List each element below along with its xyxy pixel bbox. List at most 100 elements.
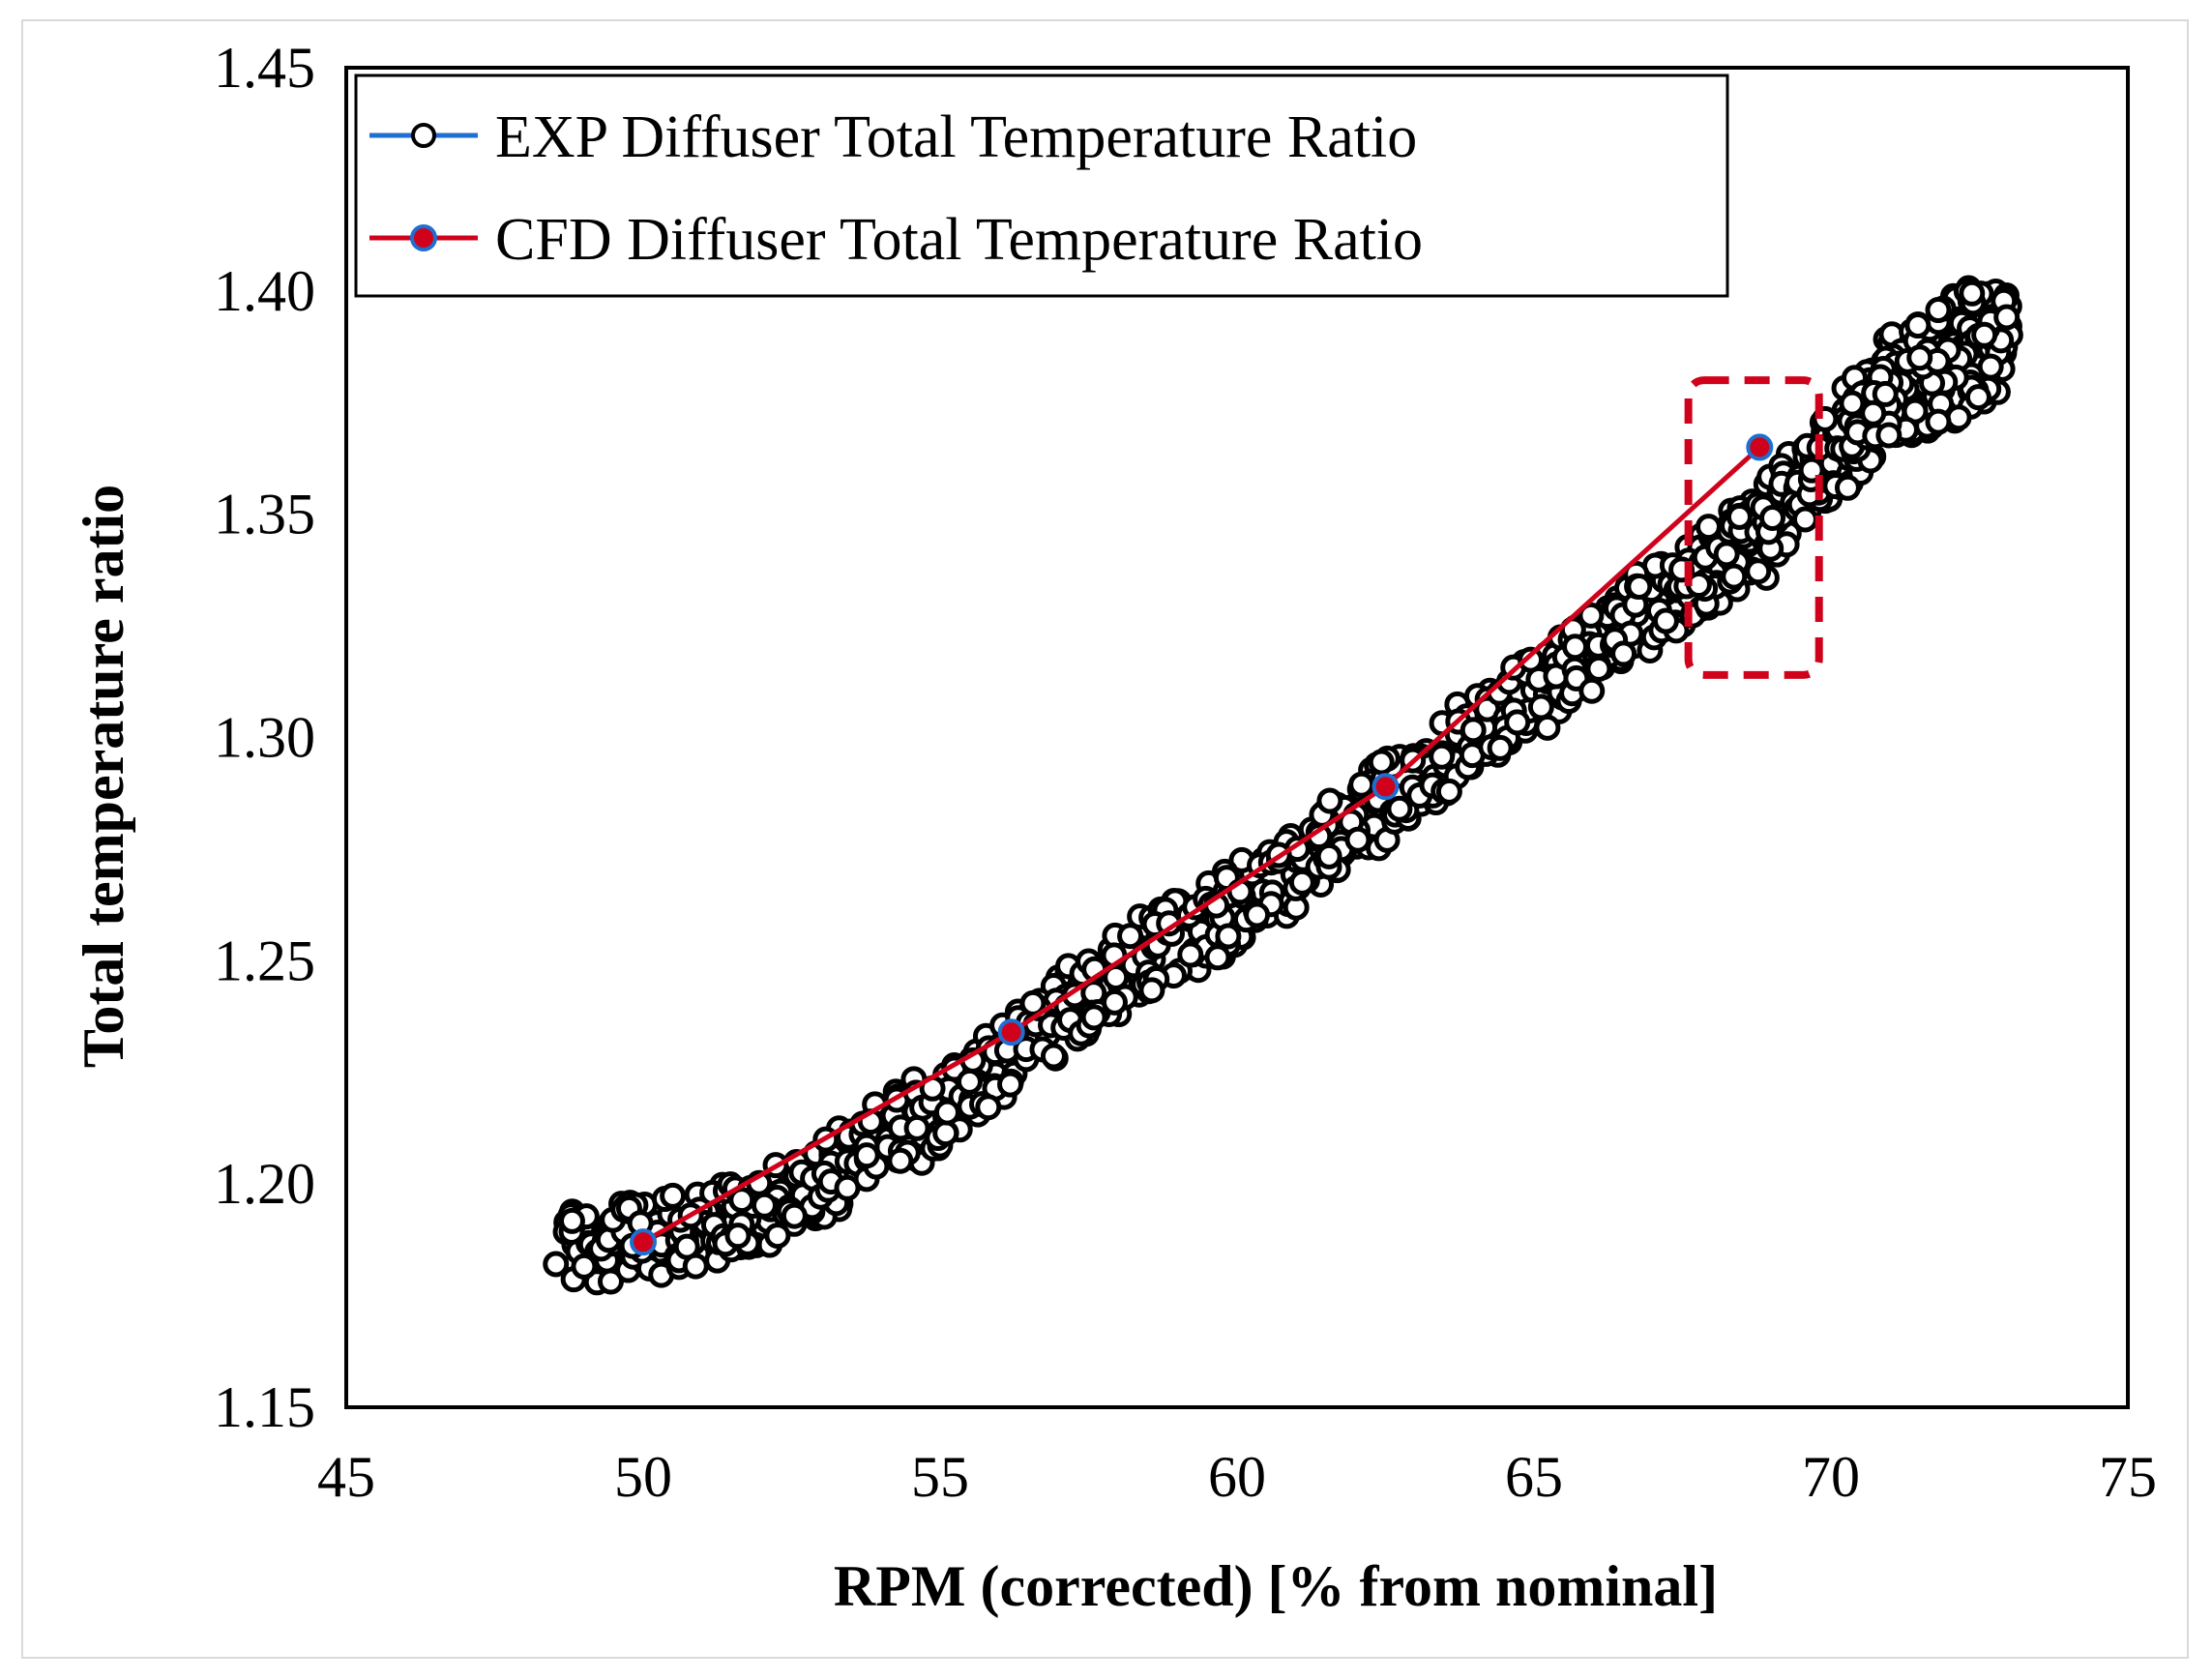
y-tick-label: 1.25 [214,928,315,992]
exp-data-point [1721,563,1748,590]
legend-exp-marker [411,123,436,148]
exp-data-point [1316,787,1343,814]
exp-data-point [1534,714,1561,741]
exp-data-point [1386,795,1413,822]
exp-data-point [1925,408,1952,435]
exp-data-point [1117,923,1144,950]
exp-data-point [1138,977,1165,1004]
exp-data-point [1578,677,1606,704]
exp-data-point [1610,640,1637,667]
exp-data-point [1562,634,1589,661]
exp-data-point [1177,941,1204,968]
exp-data-point [660,1182,687,1209]
legend: EXP Diffuser Total Temperature Ratio CFD… [354,74,1729,298]
exp-data-point [724,1223,752,1250]
exp-data-point [1971,321,1998,348]
exp-data-point [1103,964,1130,991]
exp-data-point [1527,693,1554,721]
x-tick-label: 70 [1802,1445,1860,1509]
exp-data-point [834,1174,861,1201]
cfd-line [641,445,1761,1245]
exp-data-point [933,1099,960,1126]
x-tick-label: 50 [614,1445,672,1509]
exp-data-point [956,1068,983,1095]
y-axis-ticks: 1.15 1.20 1.25 1.30 1.35 1.40 1.45 [214,36,315,1439]
exp-data-point [1860,399,1887,427]
exp-data-point [1904,312,1932,339]
annotation-layer [1684,376,1823,679]
exp-data-point [1578,602,1605,629]
legend-exp-label: EXP Diffuser Total Temperature Ratio [495,104,1417,170]
legend-cfd-marker [410,224,437,251]
exp-data-point [1906,344,1933,371]
exp-scatter-series [543,275,2023,1296]
exp-data-point [1725,503,1753,530]
legend-box [354,74,1729,298]
exp-data-point [1626,574,1653,601]
y-tick-label: 1.20 [214,1152,315,1216]
exp-data-point [1019,989,1047,1017]
exp-data-point [1244,901,1271,928]
y-tick-label: 1.30 [214,706,315,770]
exp-data-point [1652,607,1679,634]
exp-data-point [1713,541,1740,568]
exp-data-point [1839,390,1866,417]
exp-data-point [1585,655,1612,682]
exp-data-point [1696,514,1723,541]
exp-data-point [1518,646,1545,673]
x-tick-label: 60 [1208,1445,1266,1509]
exp-data-point [1429,743,1456,770]
exp-data-point [1435,778,1462,805]
exp-data-point [571,1253,598,1280]
cfd-data-point [1371,773,1400,801]
exp-data-point [1925,297,1952,324]
exp-data-point [1875,422,1902,449]
legend-cfd-label: CFD Diffuser Total Temperature Ratio [495,207,1423,273]
exp-data-point [997,1071,1024,1098]
exp-data-point [751,1192,778,1219]
exp-data-point [887,1147,914,1174]
cfd-data-point [997,1018,1025,1046]
exp-data-point [1080,1004,1107,1031]
exp-data-point [1759,504,1786,531]
plot-area-border [344,66,2130,1409]
y-tick-label: 1.15 [214,1375,315,1439]
exp-data-point [1101,988,1128,1016]
exp-data-point [1993,304,2020,331]
exp-data-point [543,1251,570,1278]
exp-data-point [1040,1043,1067,1070]
exp-data-point [1288,869,1315,896]
exp-data-point [781,1202,808,1229]
exp-data-point [1315,842,1342,869]
exp-data-point [1964,384,1991,411]
exp-data-point [932,1120,959,1147]
x-tick-label: 55 [911,1445,969,1509]
y-tick-label: 1.45 [214,36,315,100]
exp-data-point [1872,380,1899,407]
exp-data-point [1834,474,1861,501]
exp-data-point [558,1207,585,1234]
exp-data-point [728,1187,755,1214]
exp-data-point [1791,506,1818,533]
exp-data-point [853,1142,880,1169]
x-tick-label: 65 [1505,1445,1563,1509]
exp-data-point [1460,717,1487,744]
exp-data-point [975,1094,1002,1121]
cfd-series [630,433,1774,1256]
exp-data-point [1215,923,1242,950]
y-tick-label: 1.35 [214,483,315,546]
exp-data-point [1368,749,1395,776]
y-tick-label: 1.40 [214,259,315,323]
exp-data-point [682,1253,709,1280]
x-tick-label: 45 [317,1445,375,1509]
cfd-data-point [630,1228,657,1256]
exp-data-point [1204,944,1231,971]
x-axis-ticks: 45 50 55 60 65 70 75 [317,1445,2157,1509]
exp-data-point [1959,280,1986,307]
exp-data-point [1344,826,1371,853]
exp-data-point [1504,709,1531,736]
y-axis-label: Total temperature ratio [72,485,135,1068]
x-tick-label: 75 [2099,1445,2157,1509]
highlight-dashed-box [1684,376,1823,679]
